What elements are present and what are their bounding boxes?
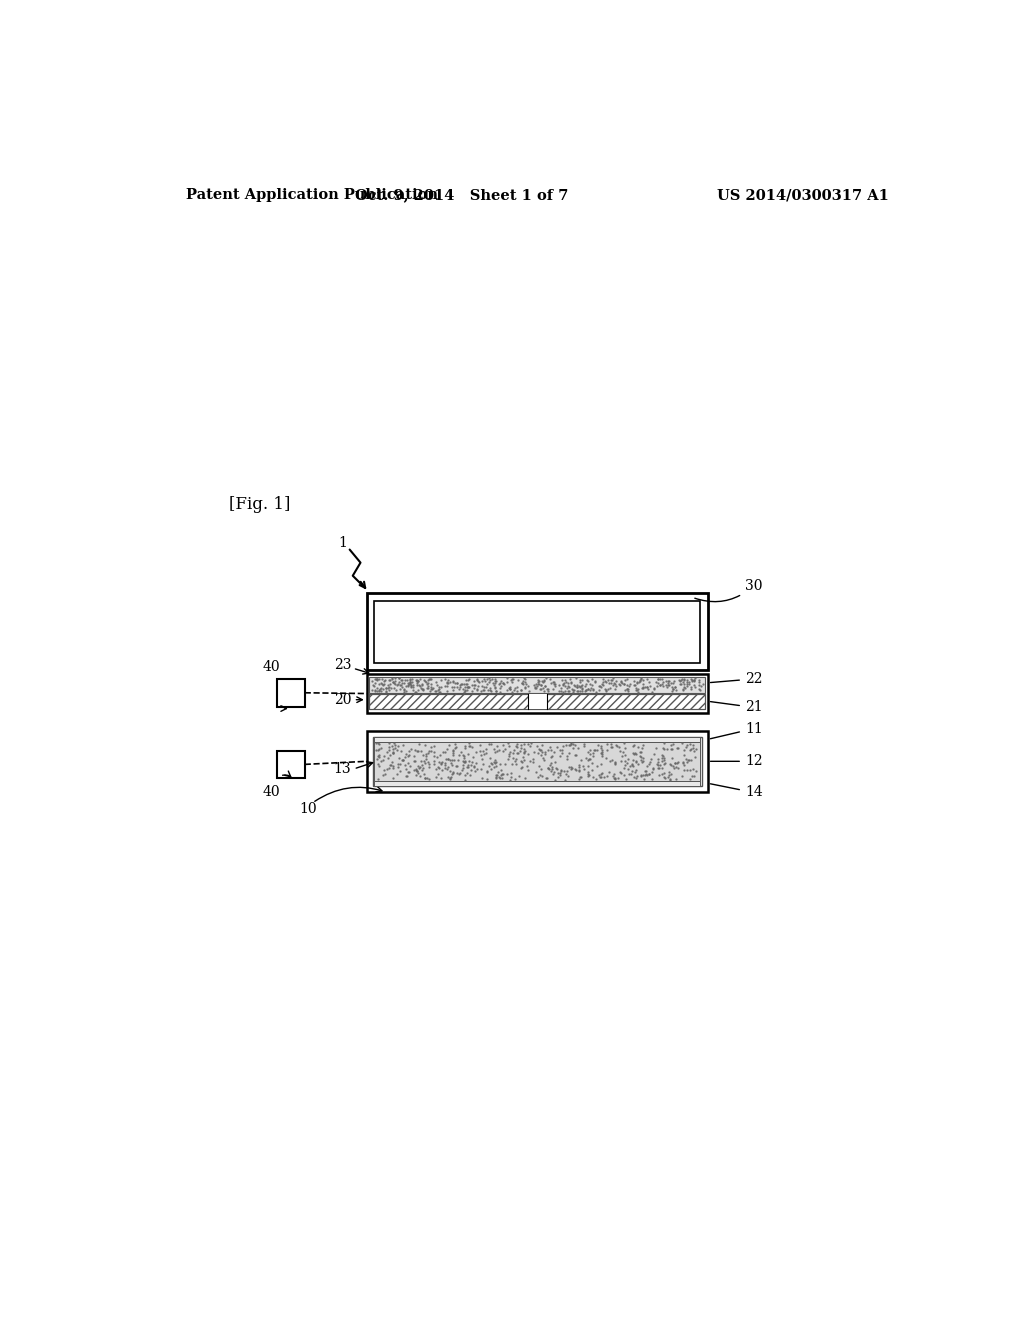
Bar: [528, 694, 547, 709]
Bar: [367, 730, 708, 792]
Bar: [367, 675, 708, 713]
Bar: [375, 737, 700, 742]
Text: 30: 30: [695, 578, 763, 602]
Bar: [276, 751, 305, 779]
Text: 40: 40: [262, 785, 281, 799]
Bar: [375, 742, 700, 780]
Text: 14: 14: [711, 784, 763, 800]
Text: 10: 10: [299, 803, 316, 816]
Text: 23: 23: [334, 659, 351, 672]
Text: Patent Application Publication: Patent Application Publication: [186, 189, 438, 202]
Bar: [276, 678, 305, 706]
Text: 22: 22: [711, 672, 763, 686]
Text: 12: 12: [711, 754, 763, 768]
Bar: [373, 737, 701, 785]
Text: 11: 11: [711, 722, 763, 739]
Bar: [369, 677, 706, 693]
Bar: [375, 780, 700, 785]
Text: US 2014/0300317 A1: US 2014/0300317 A1: [717, 189, 889, 202]
Text: [Fig. 1]: [Fig. 1]: [228, 496, 290, 513]
Text: Oct. 9, 2014   Sheet 1 of 7: Oct. 9, 2014 Sheet 1 of 7: [354, 189, 568, 202]
Text: 1: 1: [338, 536, 347, 550]
Text: 20: 20: [334, 693, 351, 708]
Text: 21: 21: [711, 701, 763, 714]
Text: 13: 13: [334, 762, 351, 776]
Bar: [369, 693, 706, 709]
Bar: [367, 594, 708, 671]
Bar: [369, 693, 706, 709]
Bar: [375, 601, 700, 663]
Text: 40: 40: [262, 660, 281, 673]
